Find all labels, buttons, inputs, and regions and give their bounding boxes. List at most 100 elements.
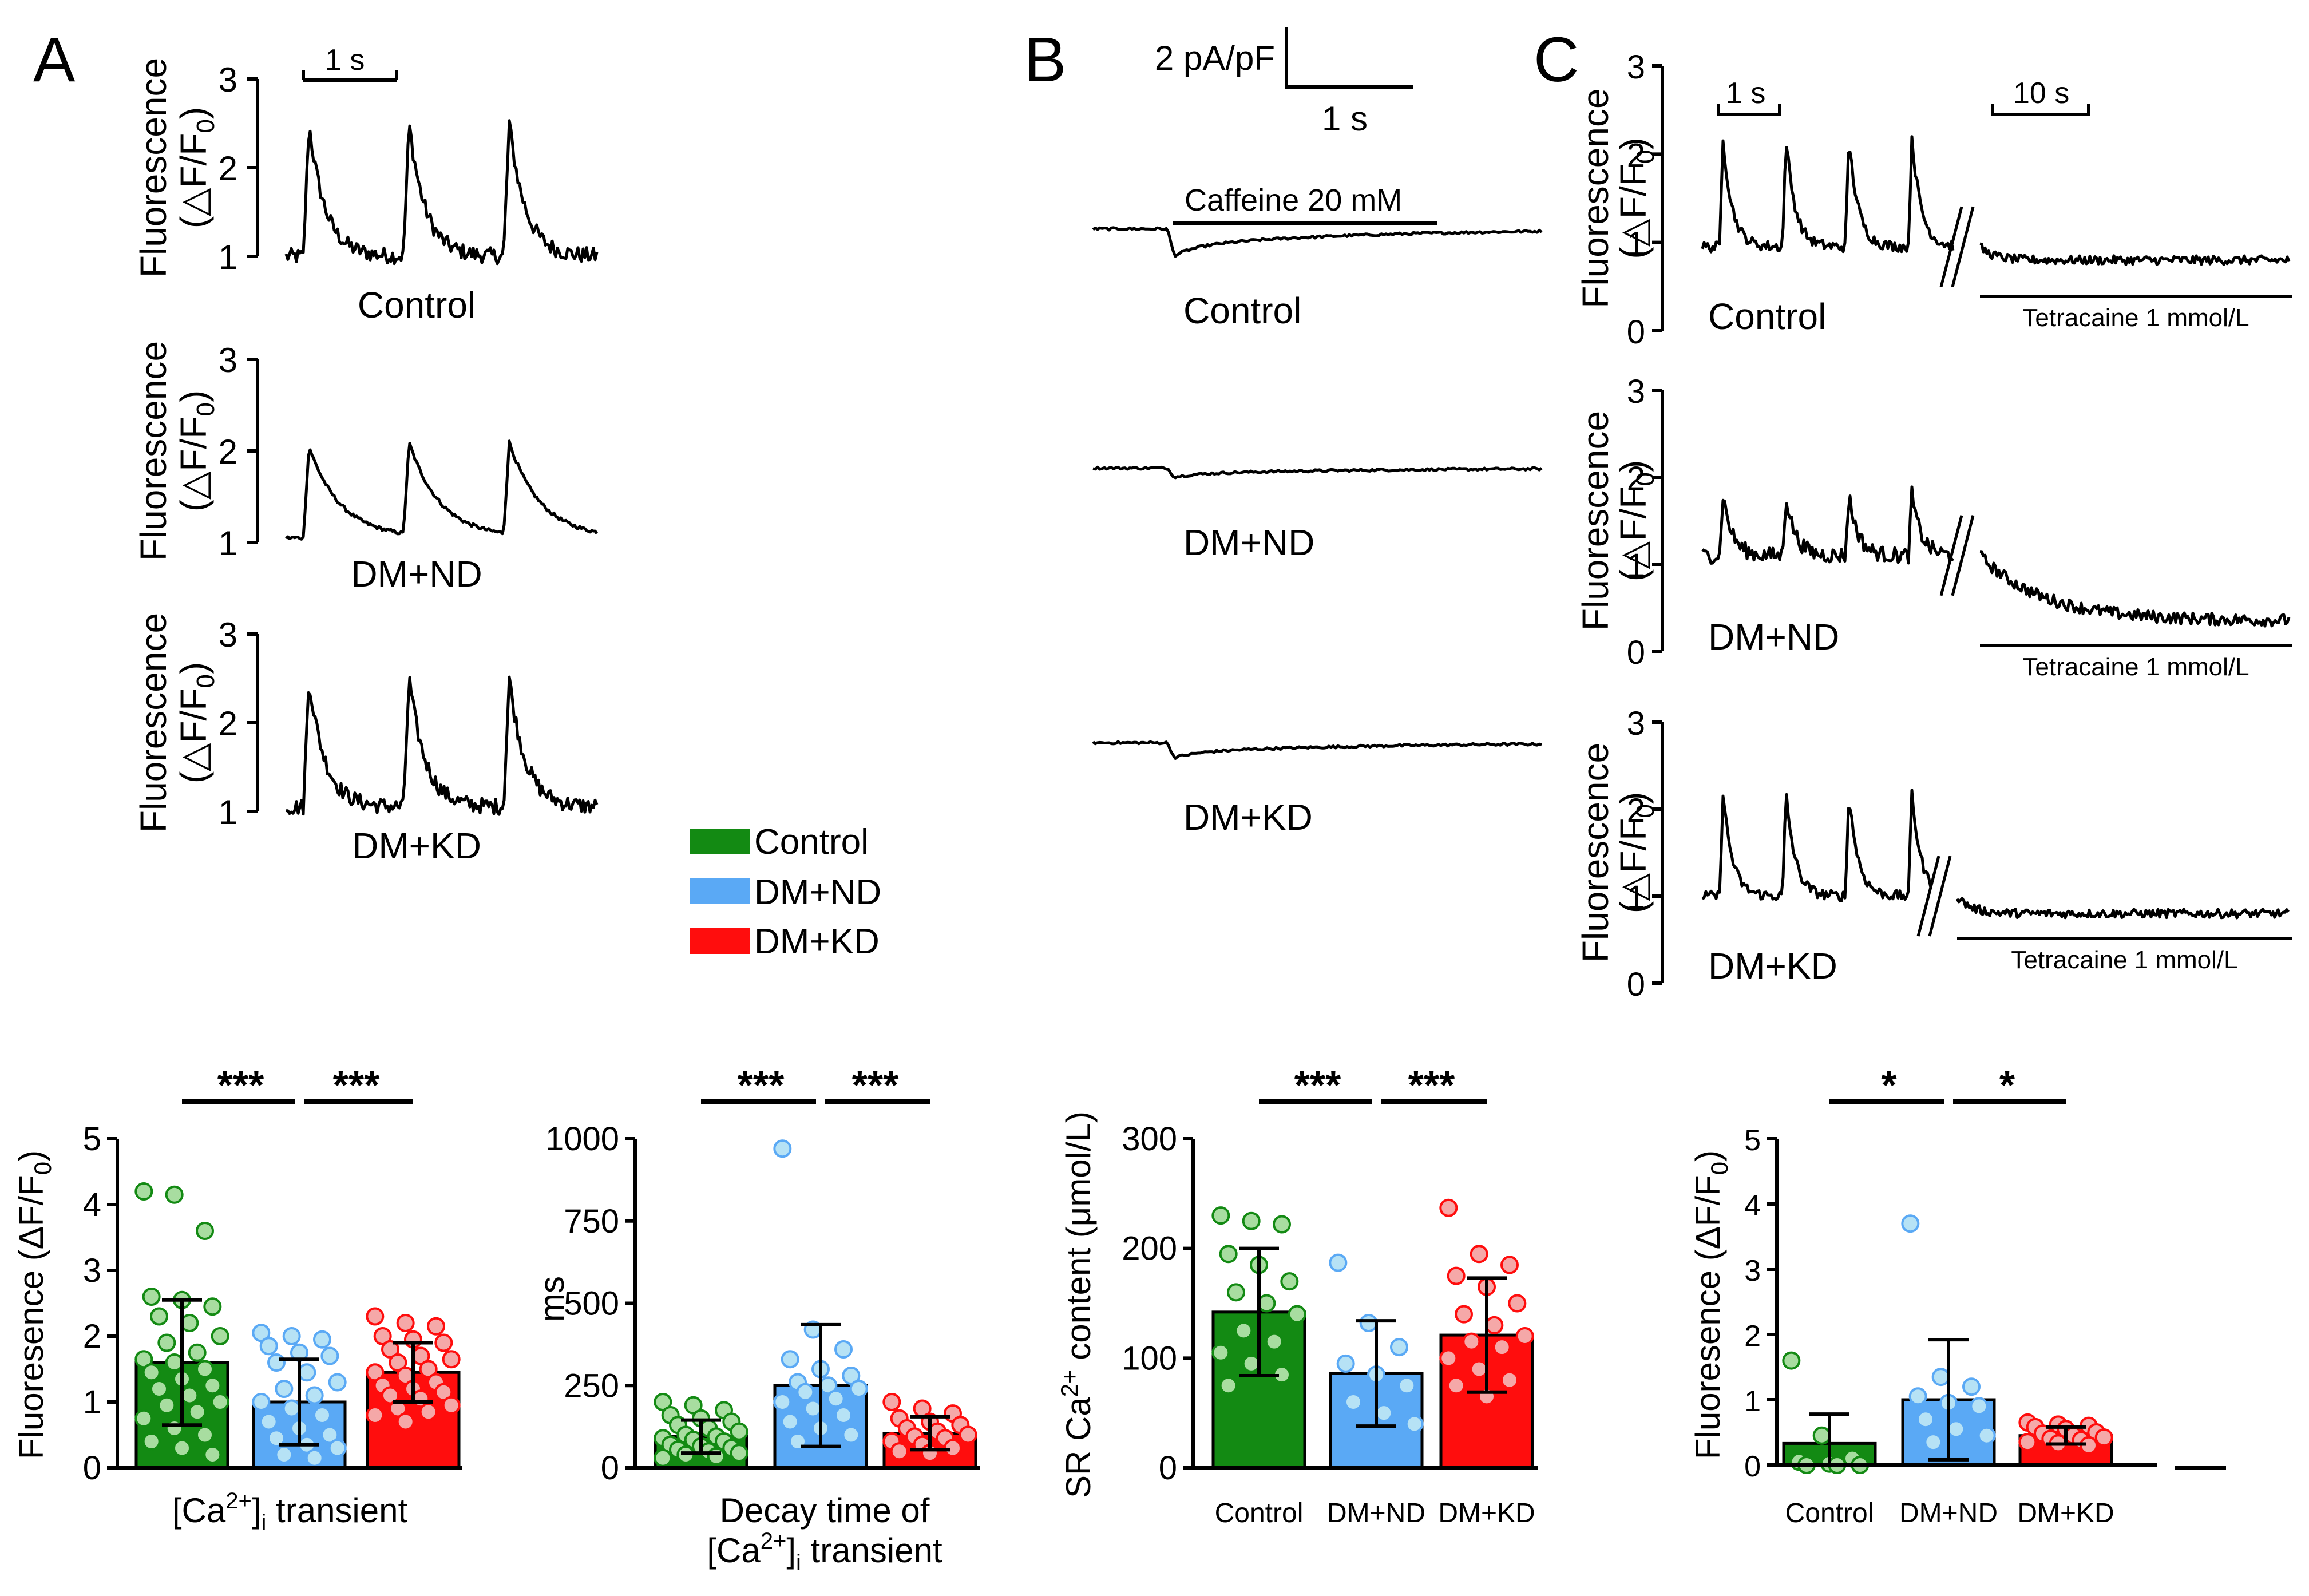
panel-a-trace-label-control: Control (358, 284, 476, 326)
panel-a-y-tick-label: 2 (219, 433, 237, 471)
data-point-dm-nd (313, 1330, 331, 1349)
data-point-control (203, 1297, 222, 1316)
data-point-dm-kd (1508, 1294, 1527, 1313)
caffeine-label: Caffeine 20 mM (1185, 183, 1402, 217)
y-tick-label: 250 (564, 1367, 619, 1404)
y-axis-label-main: Fluoresence (ΔF/F (12, 1175, 50, 1459)
panel-c-y-tick-label: 2 (1627, 137, 1645, 174)
data-point-control (188, 1343, 207, 1362)
y-tick-label: 100 (1122, 1340, 1177, 1377)
x-axis-label-main: [Ca (172, 1491, 226, 1530)
panel-a-y-label-line2: (△F/F0) (173, 390, 220, 512)
data-point-dm-nd (781, 1350, 799, 1369)
panel-a-y-label-sub: 0 (192, 119, 220, 133)
panel-b-trace-label-dm-kd: DM+KD (1183, 797, 1313, 838)
y-axis-label-end: ) (1689, 1150, 1727, 1162)
panel-a-y-label-end: ) (173, 107, 214, 119)
data-point-control (1234, 1321, 1253, 1340)
data-point-dm-nd (1405, 1415, 1424, 1433)
panel-b-trace-control (1092, 226, 1543, 258)
panel-letter-a: A (33, 25, 76, 95)
legend-label-control: Control (754, 822, 869, 862)
panel-c-trace-label-dm-kd: DM+KD (1708, 945, 1837, 987)
data-point-dm-kd (1470, 1360, 1488, 1379)
category-label-control: Control (1785, 1498, 1874, 1528)
data-point-dm-nd (803, 1399, 822, 1418)
panel-a-y-label-line2: (△F/F0) (173, 107, 220, 228)
panel-c-y-tick-label: 1 (1627, 879, 1645, 916)
data-point-control (134, 1182, 153, 1201)
panel-a-y-tick-label: 3 (219, 341, 237, 379)
panel-a-y-label: Fluorescence(△F/F0) (133, 341, 220, 561)
data-point-dm-nd (1908, 1387, 1927, 1406)
data-point-dm-nd (1931, 1368, 1950, 1387)
data-point-dm-nd (773, 1139, 792, 1158)
panel-c-trace-tetracaine-dm-kd (1955, 897, 2290, 920)
panel-c-tetracaine-label: Tetracaine 1 mmol/L (2022, 304, 2249, 332)
x-axis-label: [Ca2+]i transient (707, 1528, 942, 1575)
panel-c-scalebar-10s: 10 s (1991, 77, 2090, 116)
panel-a-y-label: Fluorescence(△F/F0) (133, 58, 220, 278)
data-point-dm-kd (1439, 1349, 1458, 1368)
panel-c-y-tick-label: 2 (1627, 460, 1645, 497)
data-point-dm-nd (1344, 1393, 1363, 1411)
panel-a-y-tick-label: 1 (219, 793, 237, 831)
panel-c-y-label-end: ) (1613, 460, 1654, 472)
significance-label-1: *** (217, 1063, 264, 1107)
x-axis-label: [Ca2+]i transient (172, 1488, 408, 1535)
panel-c-y-tick-label: 3 (1627, 373, 1645, 410)
legend-swatch-dm-nd (690, 878, 750, 904)
panel-c-y-label: Fluorescence(△F/F0) (1575, 743, 1660, 963)
panel-a-y-label-end: ) (173, 662, 214, 674)
panel-c-scalebar-1s-label: 1 s (1726, 77, 1765, 110)
data-point-control (1242, 1354, 1261, 1373)
data-point-dm-kd (434, 1383, 453, 1401)
y-axis-label-main: Fluoresence (ΔF/F (1689, 1175, 1727, 1459)
data-point-dm-nd (259, 1337, 278, 1356)
error-bar-dm-nd (1356, 1319, 1396, 1428)
legend-swatch-dm-kd (690, 928, 750, 954)
panel-a-trace-control (284, 119, 599, 266)
panel-letter-c: C (1534, 25, 1579, 95)
data-point-control (188, 1403, 207, 1421)
data-point-control (730, 1444, 748, 1463)
panel-a-trace-label-dm-kd: DM+KD (352, 825, 481, 866)
panel-c-axis-break (1916, 856, 1952, 937)
legend-swatch-control (690, 829, 750, 854)
panel-a-y-label-line1: Fluorescence (133, 58, 174, 278)
y-tick-label: 1000 (545, 1120, 619, 1158)
data-point-control (134, 1350, 153, 1369)
panel-b-scalebar: 2 pA/pF 1 s (1155, 27, 1413, 138)
significance-label-1: *** (738, 1063, 785, 1107)
data-point-dm-nd (320, 1346, 339, 1365)
y-tick-label: 500 (564, 1285, 619, 1322)
data-point-control (165, 1353, 184, 1372)
data-point-control (157, 1396, 176, 1415)
data-point-dm-nd (1970, 1397, 1989, 1416)
data-point-dm-nd (267, 1429, 286, 1448)
data-point-dm-nd (320, 1425, 339, 1444)
panel-a-y-tick-label: 1 (219, 238, 237, 276)
data-point-control (142, 1432, 161, 1451)
data-point-control (211, 1327, 229, 1345)
y-tick-label: 1 (1744, 1385, 1761, 1418)
panel-b-scale-y-label: 2 pA/pF (1155, 39, 1275, 77)
panel-a-y-tick-label: 3 (219, 616, 237, 654)
panel-a-y-tick-label: 2 (219, 149, 237, 188)
panel-a-y-label-main: (△F/F (173, 133, 214, 229)
legend-label-dm-kd: DM+KD (754, 922, 880, 961)
panel-a-y-label-sub: 0 (192, 402, 220, 416)
data-point-control (165, 1419, 184, 1437)
panel-c-y-label-line2: (△F/F0) (1613, 792, 1660, 913)
data-point-dm-kd (1447, 1376, 1466, 1395)
panel-b-scale-x-label: 1 s (1322, 100, 1368, 138)
data-point-dm-nd (834, 1340, 853, 1359)
data-point-dm-kd (1439, 1198, 1458, 1217)
data-point-dm-nd (781, 1412, 799, 1431)
data-point-dm-kd (1470, 1245, 1488, 1264)
data-point-control (1288, 1305, 1306, 1324)
data-point-dm-kd (419, 1360, 438, 1379)
panel-c-y-tick-label: 2 (1627, 792, 1645, 829)
